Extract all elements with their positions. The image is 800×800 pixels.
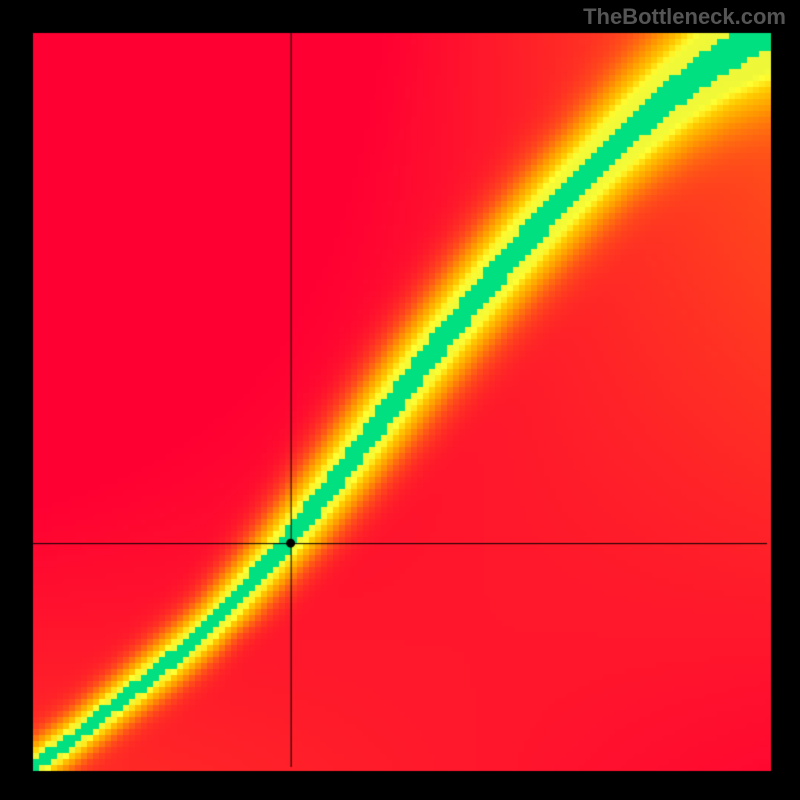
bottleneck-heatmap xyxy=(0,0,800,800)
watermark-text: TheBottleneck.com xyxy=(583,4,786,30)
chart-container: TheBottleneck.com xyxy=(0,0,800,800)
